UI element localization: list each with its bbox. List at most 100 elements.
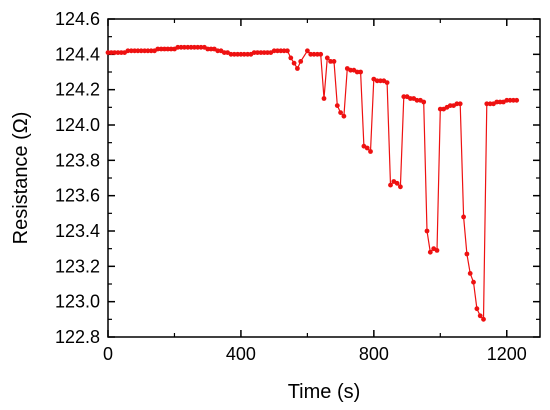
data-point [275,48,280,54]
data-point [192,44,197,50]
data-point [168,46,174,52]
y-tick-label: 124.0 [55,115,100,135]
data-point [471,279,476,285]
data-point [374,78,380,84]
x-tick-label: 0 [103,344,113,364]
data-point [145,48,151,54]
data-point [398,184,403,190]
data-point [241,51,247,57]
data-point [162,46,167,52]
data-point [128,48,134,54]
x-tick-label: 1200 [487,344,527,364]
data-point [251,50,257,55]
y-tick-label: 124.4 [55,44,100,64]
data-point [514,97,520,103]
data-point [182,44,187,50]
series-line [108,46,517,321]
data-point [464,251,470,257]
data-point [401,94,407,100]
y-tick-label: 123.2 [55,256,100,276]
data-point [205,46,211,52]
data-point [494,99,500,105]
data-point [341,113,347,119]
data-point [507,97,513,103]
y-tick-label: 124.2 [55,80,100,100]
data-point [195,44,201,50]
data-point [125,48,131,54]
y-tick-label: 123.8 [55,150,100,170]
data-point [271,48,277,54]
data-point [454,101,460,107]
data-point [338,110,343,115]
data-point [484,101,490,107]
data-point [334,103,340,108]
data-point [215,48,221,54]
y-tick-label: 123.4 [55,221,100,241]
data-point [188,44,194,50]
data-point [108,50,114,55]
data-point [132,48,138,54]
x-axis-title: Time (s) [288,381,361,403]
series-layer [105,44,520,322]
data-point [198,44,204,50]
data-point [315,51,320,57]
data-point [305,48,310,54]
data-point [437,106,443,112]
data-point [228,51,234,57]
data-point [467,271,473,276]
y-tick-label: 124.6 [55,9,100,29]
data-point [231,51,237,57]
data-point [324,55,330,61]
data-point [281,48,287,54]
plot-frame [107,18,541,338]
data-point [148,48,154,54]
data-point [255,50,260,55]
data-point [285,48,290,54]
data-point [258,50,264,55]
data-point [504,97,510,103]
data-point [461,214,466,220]
data-point [311,51,317,57]
data-point [138,48,144,54]
data-point [265,50,270,55]
data-point [331,59,337,64]
data-point [348,67,353,73]
data-point [298,59,304,64]
data-point [278,48,284,54]
data-point [497,99,503,105]
y-axis-title: Resistance (Ω) [10,112,32,245]
y-tick-label: 123.6 [55,186,100,206]
data-point [185,44,191,50]
data-point [328,59,333,64]
data-point [408,96,413,101]
data-point [235,51,241,57]
data-point [358,69,363,75]
data-point [477,313,483,319]
data-point [321,96,327,101]
data-point [421,99,427,105]
data-point [288,55,294,61]
data-point [487,101,493,107]
data-point [112,50,117,55]
x-tick-label: 800 [359,344,389,364]
data-point [115,50,121,55]
data-point [384,80,390,85]
data-point [261,50,267,55]
data-point [175,44,181,50]
data-point [447,103,453,108]
data-point [158,46,164,52]
data-point [434,248,440,253]
data-point [295,66,300,71]
data-point [354,69,360,75]
data-point [155,46,161,52]
data-point [457,101,463,107]
data-point [238,51,244,57]
data-point [221,50,227,55]
data-point [474,306,480,312]
data-point [105,50,111,55]
data-point [368,149,373,154]
data-point [208,46,214,52]
data-point [142,48,148,54]
data-point [308,51,314,57]
data-point [135,48,141,54]
